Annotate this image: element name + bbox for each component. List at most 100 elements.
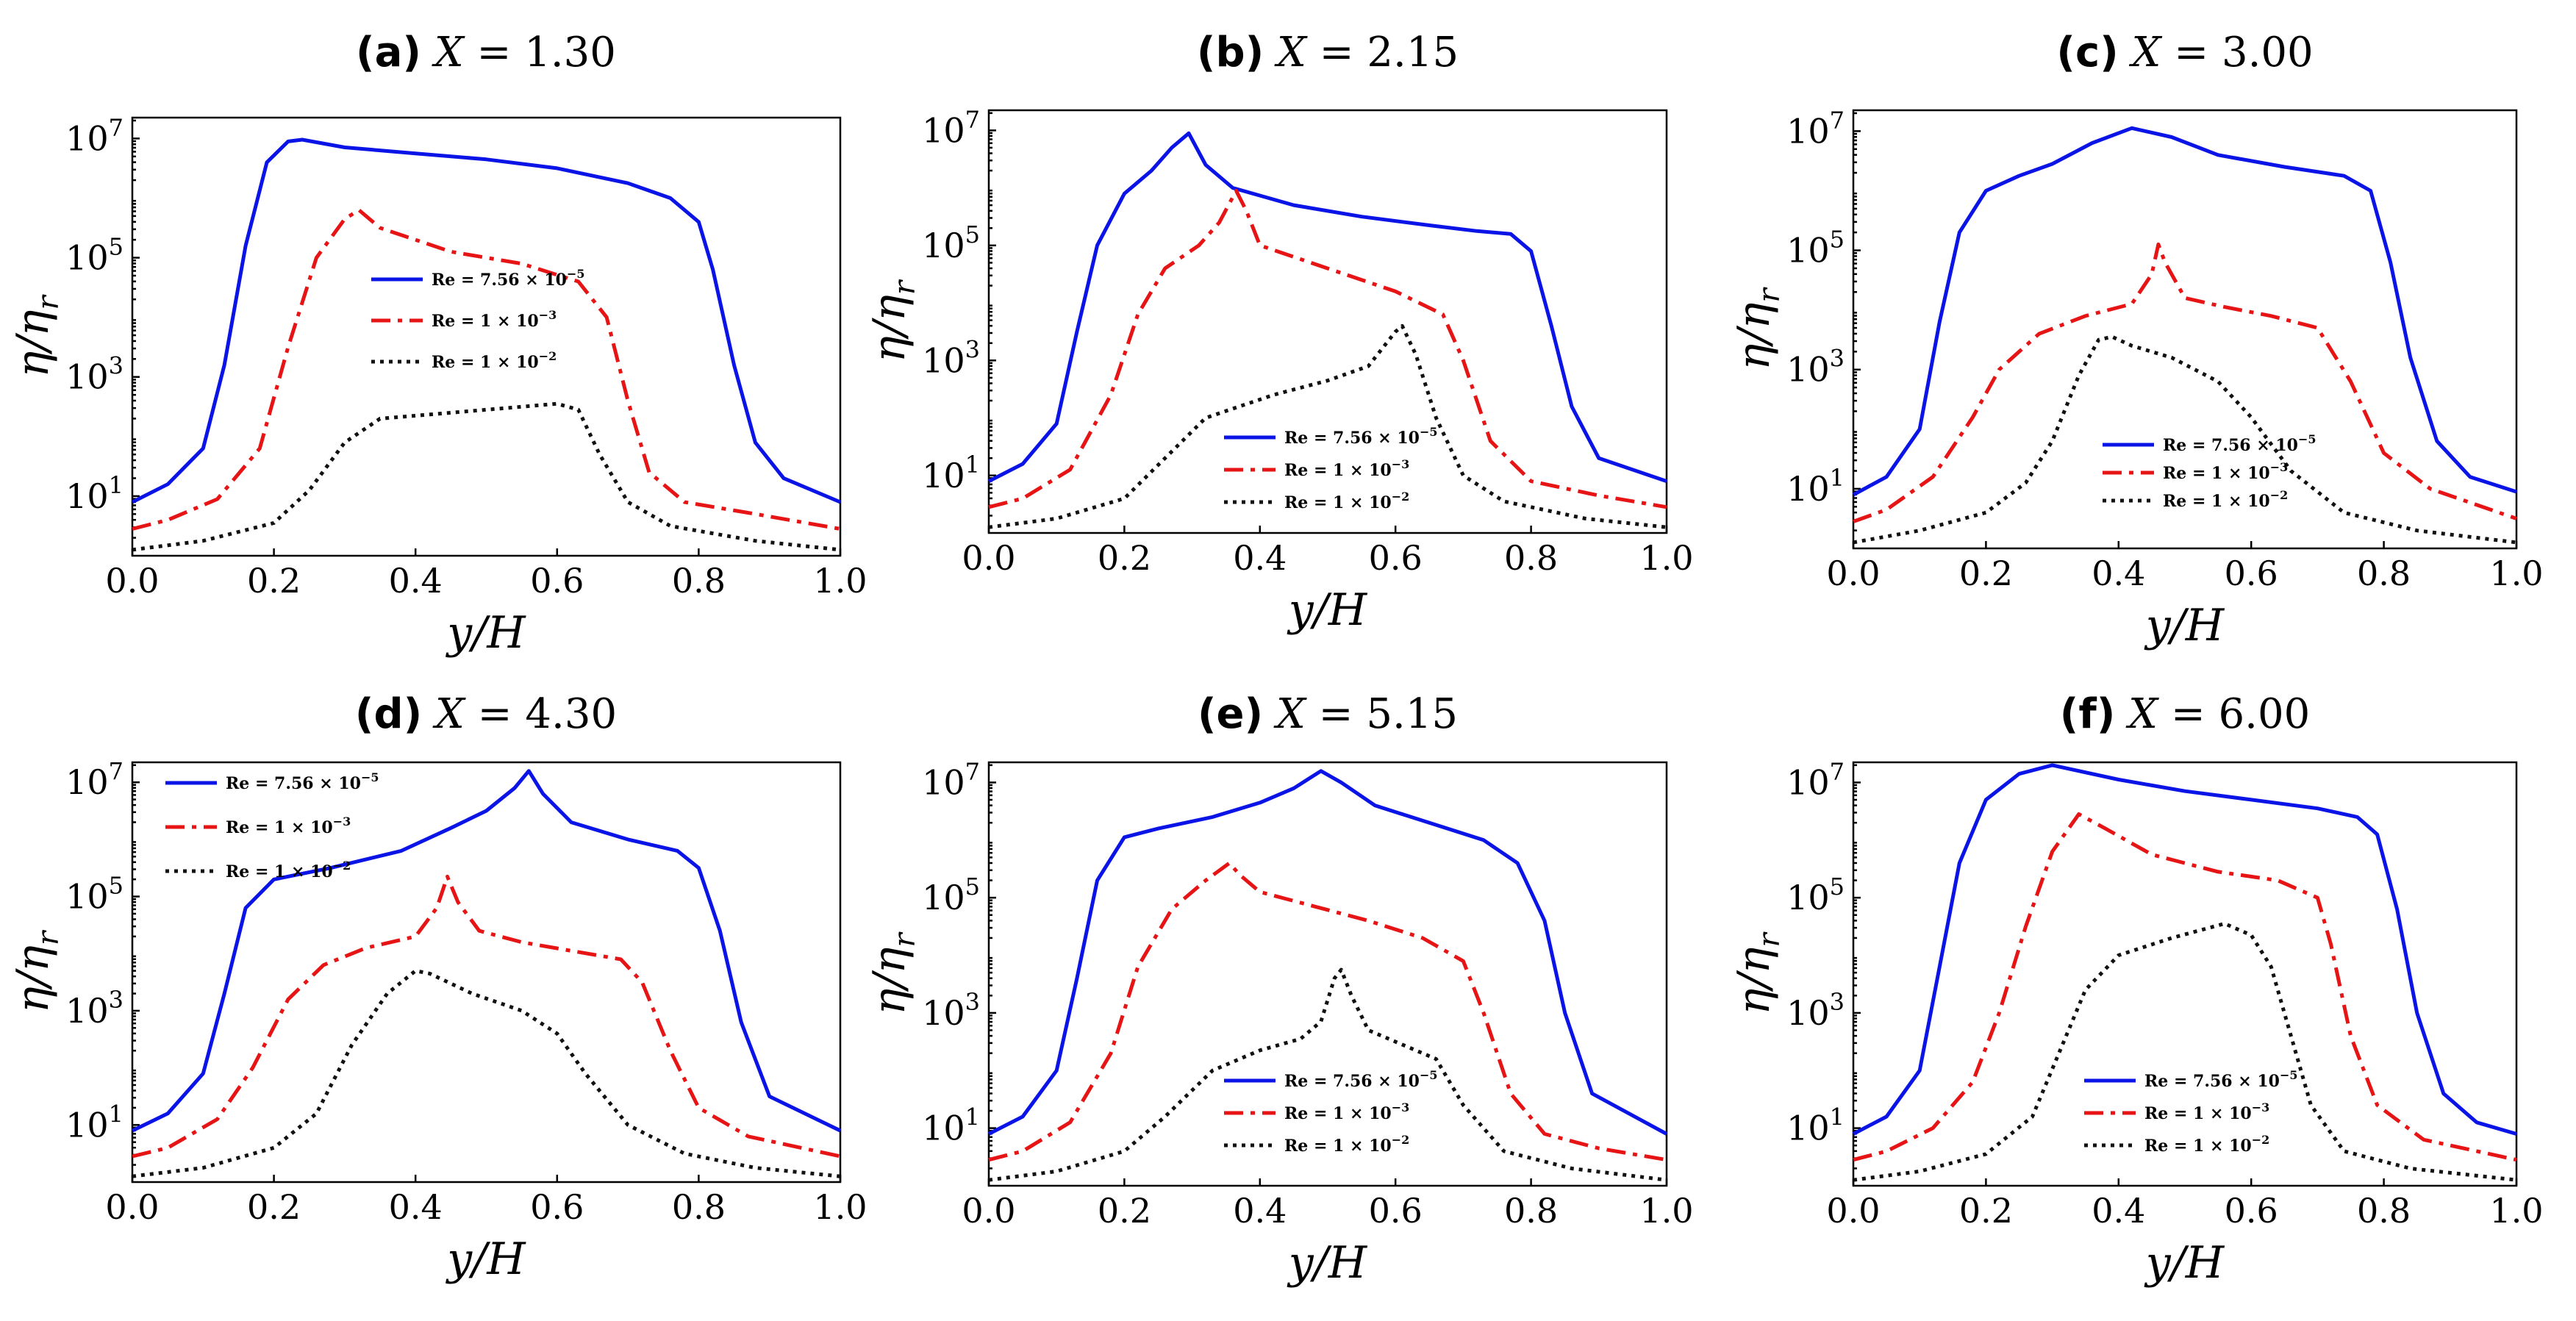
panel-variable: X <box>432 690 466 738</box>
series-line-1 <box>1852 763 2517 1136</box>
legend-entry: Re = 1 × 10−3 <box>2144 1100 2269 1123</box>
x-tick-label: 1.0 <box>1639 538 1693 578</box>
panel-tag: (e) <box>1198 690 1263 738</box>
panel-variable: X <box>2125 690 2159 738</box>
x-tick-label: 1.0 <box>1639 1191 1693 1231</box>
legend-entry: Re = 1 × 10−3 <box>2163 460 2288 483</box>
y-tick-label: 107 <box>65 757 124 802</box>
y-tick-label: 103 <box>922 335 980 380</box>
y-axis-label: η/ηr <box>7 294 65 378</box>
x-tick-label: 0.6 <box>530 561 584 601</box>
panel-value: = 1.30 <box>464 29 616 76</box>
panel-f: (f) X = 6.00 0.0 0.2 0.4 0.6 0.8 1.0 101 103 105 1… <box>1728 690 2544 1289</box>
x-tick-label: 0.0 <box>962 1191 1015 1231</box>
series-line-1 <box>1852 126 2517 497</box>
y-tick-label: 103 <box>922 988 980 1033</box>
x-tick-label: 0.8 <box>2357 1191 2411 1231</box>
panel-e: (e) X = 5.15 0.0 0.2 0.4 0.6 0.8 1.0 101 103 105 1… <box>864 690 1694 1289</box>
y-axis-label: η/ηr <box>1728 287 1786 370</box>
series-line-2 <box>132 874 841 1159</box>
panel-d: (d) X = 4.30 0.0 0.2 0.4 0.6 0.8 1.0 101 103 105 1… <box>7 690 867 1285</box>
series-line-3 <box>132 401 841 552</box>
series-line-1 <box>987 769 1668 1136</box>
y-tick-label: 101 <box>1786 464 1845 509</box>
series-line-1 <box>131 769 842 1133</box>
y-tick-label: 103 <box>1786 345 1845 390</box>
panel-a: (a) X = 1.30 0.0 0.2 0.4 0.6 0.8 1.0 101 103 105 1… <box>7 29 867 659</box>
panel-value: = 4.30 <box>465 690 617 738</box>
y-tick-label: 101 <box>922 1103 980 1148</box>
x-tick-label: 0.4 <box>1233 1191 1287 1231</box>
y-axis-label: η/ηr <box>1728 931 1786 1015</box>
y-axis-label: η/ηr <box>864 931 922 1015</box>
legend-entry: Re = 1 × 10−3 <box>432 308 557 331</box>
y-tick-label: 105 <box>65 872 124 917</box>
panel-title: (e) X = 5.15 <box>1198 690 1458 738</box>
panel-value: = 5.15 <box>1306 690 1458 738</box>
y-axis-label: η/ηr <box>864 279 922 362</box>
legend-entry: Re = 1 × 10−3 <box>226 815 351 837</box>
panel-tag: (b) <box>1197 29 1264 76</box>
y-tick-label: 101 <box>1786 1103 1845 1148</box>
x-tick-label: 0.2 <box>1959 554 2013 593</box>
panel-tag: (d) <box>355 690 422 738</box>
legend-entry: Re = 1 × 10−2 <box>226 859 351 881</box>
panel-title: (b) X = 2.15 <box>1197 29 1459 76</box>
x-tick-label: 1.0 <box>2489 1191 2543 1231</box>
plot-frame <box>131 116 842 557</box>
y-tick-label: 101 <box>922 451 980 495</box>
x-tick-label: 0.6 <box>2225 554 2278 593</box>
x-tick-label: 0.0 <box>105 1187 159 1227</box>
panel-tag: (f) <box>2060 690 2116 738</box>
y-tick-label: 105 <box>65 233 124 278</box>
x-tick-label: 0.4 <box>2092 1191 2145 1231</box>
series-line-1 <box>987 131 1667 483</box>
x-tick-label: 0.8 <box>1504 1191 1558 1231</box>
x-axis-label: y/H <box>445 607 526 659</box>
series-line-2 <box>132 208 841 531</box>
x-tick-label: 0.8 <box>672 561 726 601</box>
panel-c: (c) X = 3.00 0.0 0.2 0.4 0.6 0.8 1.0 101 103 105 1… <box>1728 29 2544 651</box>
x-tick-label: 0.8 <box>1504 538 1558 578</box>
legend-entry: Re = 1 × 10−2 <box>2163 488 2288 511</box>
x-axis-label: y/H <box>445 1234 526 1285</box>
panel-variable: X <box>1273 690 1307 738</box>
x-tick-label: 0.2 <box>1098 538 1151 578</box>
panel-title: (f) X = 6.00 <box>2060 690 2310 738</box>
x-tick-label: 0.2 <box>247 1187 301 1227</box>
x-tick-label: 0.6 <box>2225 1191 2278 1231</box>
y-tick-label: 105 <box>922 221 980 265</box>
plot-frame <box>987 761 1668 1187</box>
x-tick-label: 0.0 <box>105 561 159 601</box>
x-tick-label: 0.0 <box>1826 1191 1880 1231</box>
panel-title: (c) X = 3.00 <box>2056 29 2313 76</box>
legend-entry: Re = 1 × 10−2 <box>1284 490 1409 512</box>
x-tick-label: 0.2 <box>1098 1191 1151 1231</box>
series-line-2 <box>988 861 1667 1162</box>
y-tick-label: 107 <box>65 113 124 158</box>
panel-value: = 3.00 <box>2161 29 2313 76</box>
panel-variable: X <box>1274 29 1308 76</box>
series-line-1 <box>131 137 841 504</box>
legend-entry: Re = 1 × 10−2 <box>432 349 557 372</box>
y-tick-label: 107 <box>1786 106 1845 151</box>
x-tick-label: 0.4 <box>389 1187 443 1227</box>
x-tick-label: 0.4 <box>389 561 443 601</box>
x-tick-label: 0.6 <box>530 1187 584 1227</box>
y-tick-label: 103 <box>1786 988 1845 1033</box>
y-tick-label: 103 <box>65 352 124 397</box>
plot-frame <box>1852 761 2518 1187</box>
y-tick-label: 103 <box>65 986 124 1031</box>
x-tick-label: 1.0 <box>2489 554 2543 593</box>
x-tick-label: 0.8 <box>672 1187 726 1227</box>
legend-entry: Re = 1 × 10−3 <box>1284 457 1409 480</box>
legend-entry: Re = 7.56 × 10−5 <box>2163 432 2316 455</box>
legend-entry: Re = 1 × 10−2 <box>2144 1133 2269 1156</box>
y-tick-label: 107 <box>1786 757 1845 802</box>
x-tick-label: 0.4 <box>2092 554 2145 593</box>
series-line-3 <box>1853 334 2517 545</box>
x-tick-label: 1.0 <box>813 1187 867 1227</box>
panel-variable: X <box>2129 29 2163 76</box>
x-tick-label: 0.4 <box>1233 538 1287 578</box>
